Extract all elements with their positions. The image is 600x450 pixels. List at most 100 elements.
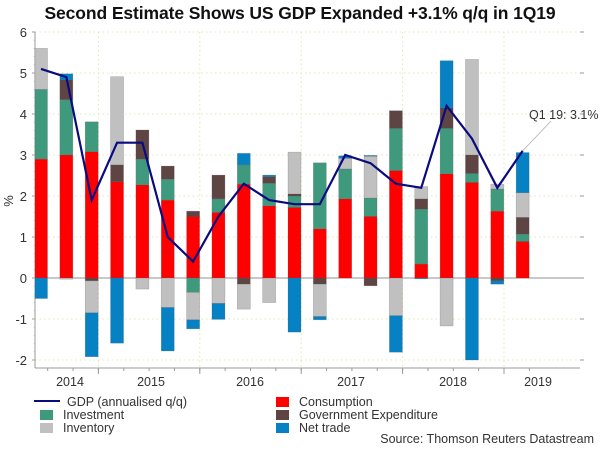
bar-segment-consumption <box>338 198 353 279</box>
bar-segment-inventory <box>389 277 403 317</box>
bar-segment-net-trade <box>110 277 124 344</box>
bar-segment-investment <box>313 162 327 230</box>
bar-segment-consumption <box>211 212 226 279</box>
bar-stack <box>439 60 454 327</box>
bar-segment-investment <box>490 188 505 212</box>
bar-segment-investment <box>262 182 276 207</box>
bar-segment-inventory <box>287 151 302 195</box>
annotations: Q1 19: 3.1% <box>522 108 599 152</box>
y-tick-label: 1 <box>20 230 27 245</box>
bar-segment-government <box>490 277 505 282</box>
bar-stack <box>465 59 479 361</box>
bar-stack <box>363 155 378 287</box>
x-year-label: 2014 <box>56 375 84 389</box>
bar-segment-government <box>363 277 378 287</box>
bar-segment-investment <box>338 168 353 200</box>
bar-segment-investment <box>389 128 403 171</box>
bar-segment-consumption <box>186 216 200 279</box>
bar-segment-net-trade <box>490 280 505 285</box>
bar-segment-inventory <box>515 192 530 218</box>
bar-segment-consumption <box>363 216 378 279</box>
legend-item-government: Government Expenditure <box>266 408 438 422</box>
bar-segment-government <box>211 174 226 200</box>
x-year-label: 2019 <box>524 375 552 389</box>
y-tick-label: 3 <box>20 148 27 163</box>
y-tick-label: -1 <box>15 312 27 327</box>
x-year-label: 2016 <box>236 375 264 389</box>
x-year-label: 2015 <box>137 375 165 389</box>
bar-segment-inventory <box>262 277 276 303</box>
x-year-label: 2018 <box>439 375 467 389</box>
bar-stack <box>287 151 302 333</box>
bar-segment-inventory <box>313 283 327 317</box>
bar-segment-investment <box>414 208 429 265</box>
annotation-leader-line <box>522 120 552 152</box>
bar-segment-net-trade <box>414 277 429 280</box>
y-tick-label: 2 <box>20 189 27 204</box>
bar-segment-government <box>313 277 327 285</box>
source-note: Source: Thomson Reuters Datastream <box>380 432 594 446</box>
bar-segment-consumption <box>59 154 74 279</box>
bar-stack <box>338 155 353 279</box>
legend-label-gdp: GDP (annualised q/q) <box>67 395 187 409</box>
bar-segment-government <box>515 217 530 235</box>
bar-segment-consumption <box>84 151 99 279</box>
y-tick-label: 5 <box>20 66 27 81</box>
bar-segment-net-trade <box>34 277 48 299</box>
bar-segment-investment <box>363 197 378 217</box>
bar-segment-government <box>84 277 99 282</box>
bar-segment-investment <box>515 233 530 242</box>
y-tick-label: 4 <box>20 107 27 122</box>
legend-swatch-consumption <box>276 397 289 407</box>
legend-item-investment: Investment <box>30 408 124 422</box>
bar-segment-net-trade <box>287 277 302 333</box>
bar-stack <box>389 110 403 353</box>
stacked-bars <box>34 48 530 361</box>
bar-segment-net-trade <box>211 303 226 320</box>
bar-segment-government <box>287 193 302 197</box>
bar-segment-net-trade <box>237 153 251 166</box>
bar-segment-consumption <box>439 173 454 279</box>
bar-segment-consumption <box>160 199 175 279</box>
legend-swatch-government <box>276 410 289 420</box>
bar-segment-consumption <box>313 228 327 279</box>
bar-segment-inventory <box>186 292 200 321</box>
legend-label-government: Government Expenditure <box>299 408 438 422</box>
bar-segment-consumption <box>490 210 505 279</box>
bar-segment-inventory <box>135 277 150 290</box>
bar-segment-consumption <box>34 158 48 279</box>
legend-label-inventory: Inventory <box>63 421 115 435</box>
bar-segment-government <box>237 277 251 285</box>
gdp-line-layer <box>40 67 524 264</box>
legend-swatch-net-trade <box>276 423 289 433</box>
bar-segment-investment <box>34 89 48 160</box>
bar-segment-government <box>389 110 403 129</box>
bar-stack <box>186 210 200 330</box>
bar-segment-investment <box>84 121 99 153</box>
annotation-label: Q1 19: 3.1% <box>529 108 599 122</box>
bar-segment-net-trade <box>84 312 99 358</box>
bar-segment-net-trade <box>313 316 327 321</box>
legend-swatch-inventory <box>40 423 53 433</box>
bar-segment-net-trade <box>439 60 454 109</box>
bar-segment-net-trade <box>186 319 200 330</box>
bar-stack <box>211 174 226 320</box>
legend-item-inventory: Inventory <box>30 421 114 435</box>
y-tick-label: 0 <box>20 271 27 286</box>
legend-label-consumption: Consumption <box>299 395 373 409</box>
bar-stack <box>84 121 99 358</box>
bar-stack <box>313 162 327 321</box>
bar-segment-net-trade <box>465 277 479 361</box>
bar-stack <box>34 48 48 299</box>
bar-segment-investment <box>186 277 200 293</box>
bar-segment-government <box>110 164 124 182</box>
bar-segment-investment <box>287 195 302 208</box>
bar-segment-inventory <box>465 59 479 156</box>
bar-segment-government <box>262 176 276 184</box>
bar-segment-government <box>186 210 200 217</box>
bar-stack <box>135 129 150 290</box>
bar-segment-net-trade <box>363 155 378 157</box>
bar-stack <box>262 174 276 303</box>
bar-segment-consumption <box>389 170 403 279</box>
